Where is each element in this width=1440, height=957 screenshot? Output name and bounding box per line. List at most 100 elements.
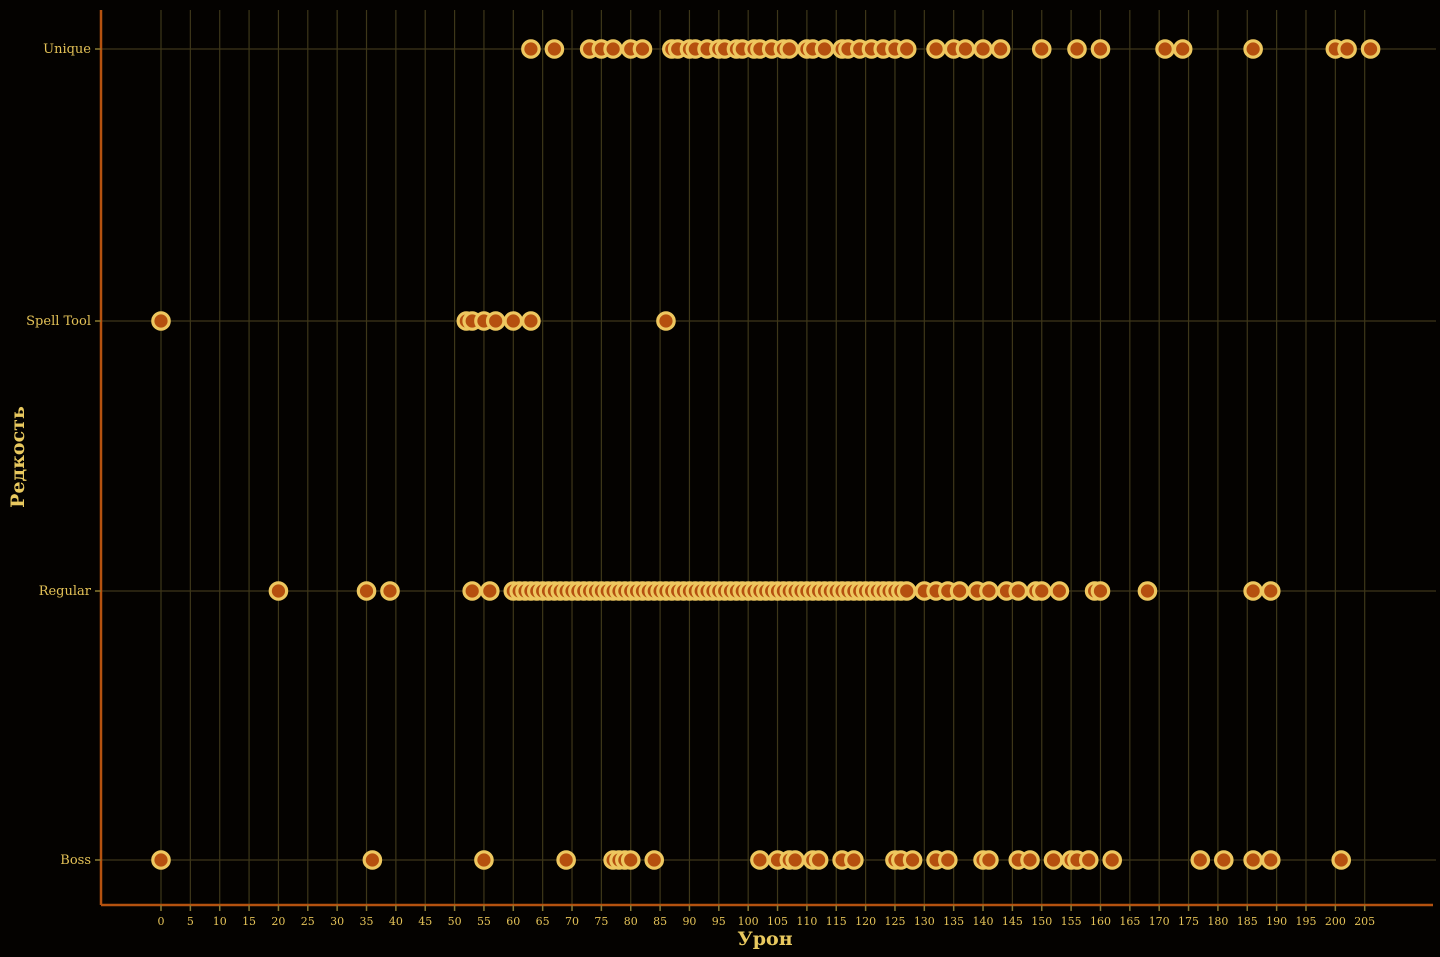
data-point	[632, 39, 653, 59]
data-point	[556, 850, 576, 870]
x-axis-title: Урон	[737, 928, 792, 950]
data-point	[480, 581, 500, 601]
x-tick-label: 5	[187, 915, 194, 928]
data-point	[1020, 850, 1040, 870]
axis-layer: 0 5 10 15 20 25 30 35 40 45 50 55 60 65 70 75 80 85 90 95 10…	[26, 10, 1433, 928]
x-tick-label: 0	[158, 915, 165, 928]
x-tick-label: 170	[1149, 915, 1170, 928]
x-tick-label: 100	[738, 915, 759, 928]
x-tick-label: 90	[682, 915, 696, 928]
data-point	[521, 39, 541, 59]
points-layer	[151, 39, 1381, 870]
data-point	[1049, 581, 1070, 601]
data-point	[979, 581, 999, 601]
data-point	[521, 311, 541, 331]
data-point	[1090, 39, 1111, 59]
x-tick-label: 175	[1178, 915, 1199, 928]
x-tick-label: 15	[242, 915, 256, 928]
data-point	[1243, 39, 1263, 59]
x-tick-label: 155	[1061, 915, 1082, 928]
data-point	[973, 39, 993, 59]
data-point	[1102, 850, 1123, 870]
data-point	[1031, 39, 1052, 59]
x-tick-label: 115	[826, 915, 847, 928]
data-point	[1260, 850, 1281, 870]
x-tick-label: 50	[448, 915, 462, 928]
grid-layer	[101, 10, 1436, 905]
data-point	[779, 39, 800, 59]
x-tick-label: 160	[1090, 915, 1111, 928]
data-point	[544, 39, 565, 59]
x-tick-label: 80	[624, 915, 638, 928]
data-point	[268, 581, 289, 601]
data-point	[1090, 581, 1111, 601]
data-point	[1243, 581, 1263, 601]
x-tick-label: 60	[506, 915, 520, 928]
data-point	[151, 311, 171, 331]
data-point	[620, 850, 641, 870]
data-point	[656, 311, 676, 331]
x-tick-label: 165	[1119, 915, 1140, 928]
x-tick-label: 200	[1325, 915, 1346, 928]
y-axis-title: Редкость	[7, 406, 29, 508]
x-tick-label: 30	[330, 915, 344, 928]
data-point	[1172, 39, 1193, 59]
y-category-label: Boss	[60, 853, 91, 868]
data-point	[1190, 850, 1211, 870]
data-point	[1337, 39, 1357, 59]
data-point	[814, 39, 835, 59]
data-point	[151, 850, 171, 870]
data-point	[474, 850, 494, 870]
x-tick-label: 140	[973, 915, 994, 928]
data-point	[750, 850, 770, 870]
data-point	[356, 581, 377, 601]
data-point	[485, 311, 506, 331]
data-point	[380, 581, 400, 601]
data-point	[990, 39, 1011, 59]
data-point	[1031, 581, 1052, 601]
x-tick-label: 125	[884, 915, 905, 928]
x-tick-label: 55	[477, 915, 491, 928]
data-point	[362, 850, 383, 870]
data-point	[785, 850, 805, 870]
data-point	[808, 850, 829, 870]
data-point	[938, 850, 958, 870]
data-point	[902, 850, 923, 870]
x-tick-label: 25	[301, 915, 315, 928]
x-tick-label: 85	[653, 915, 667, 928]
data-point	[1067, 39, 1087, 59]
x-tick-label: 70	[565, 915, 579, 928]
data-point	[896, 581, 917, 601]
data-point	[1331, 850, 1352, 870]
data-point	[1043, 850, 1064, 870]
data-point	[1155, 39, 1175, 59]
y-category-label: Unique	[43, 42, 91, 57]
data-point	[844, 850, 864, 870]
data-point	[896, 39, 917, 59]
y-category-label: Spell Tool	[26, 314, 91, 329]
x-tick-label: 75	[594, 915, 608, 928]
x-tick-label: 145	[1002, 915, 1023, 928]
data-point	[1008, 581, 1029, 601]
data-point	[1078, 850, 1099, 870]
data-point	[955, 39, 976, 59]
x-tick-label: 95	[712, 915, 726, 928]
x-tick-label: 65	[536, 915, 550, 928]
data-point	[1213, 850, 1234, 870]
x-tick-label: 20	[271, 915, 285, 928]
data-point	[603, 39, 623, 59]
data-point	[462, 581, 483, 601]
data-point	[949, 581, 970, 601]
x-tick-label: 110	[796, 915, 817, 928]
data-point	[926, 39, 946, 59]
x-tick-label: 180	[1207, 915, 1228, 928]
x-tick-label: 45	[418, 915, 432, 928]
x-tick-label: 35	[360, 915, 374, 928]
x-tick-label: 135	[943, 915, 964, 928]
x-tick-label: 105	[767, 915, 788, 928]
x-tick-label: 130	[914, 915, 935, 928]
data-point	[1243, 850, 1263, 870]
data-point	[644, 850, 665, 870]
